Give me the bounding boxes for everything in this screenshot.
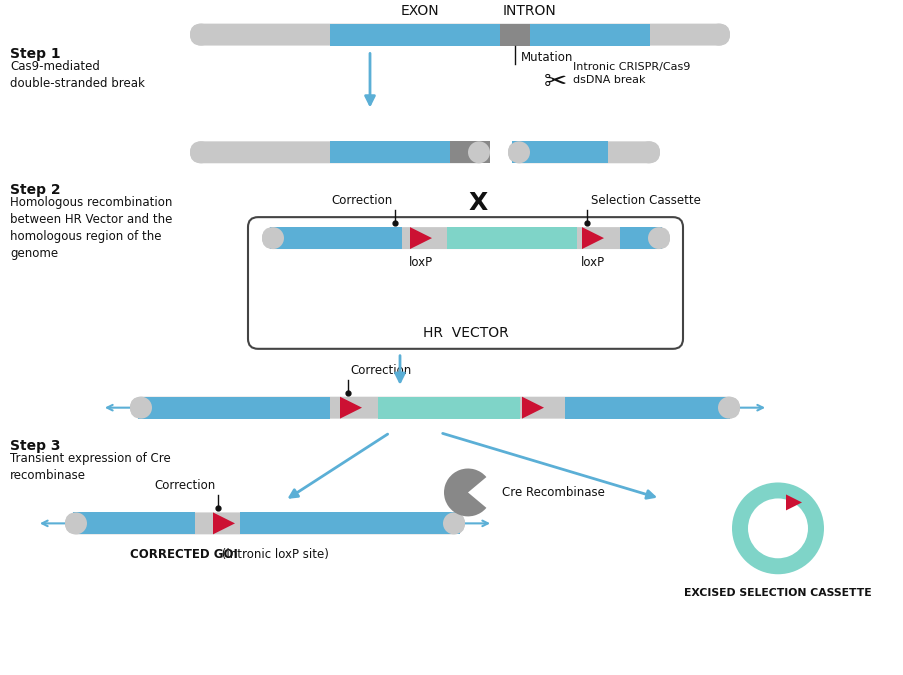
Text: Transient expression of Cre
recombinase: Transient expression of Cre recombinase bbox=[10, 452, 171, 481]
Polygon shape bbox=[582, 227, 603, 249]
Bar bbox=[73, 512, 195, 535]
Text: Step 3: Step 3 bbox=[10, 439, 61, 453]
Bar bbox=[499, 24, 529, 46]
Text: Selection Cassette: Selection Cassette bbox=[591, 194, 700, 207]
Bar bbox=[619, 227, 661, 249]
Text: Step 2: Step 2 bbox=[10, 183, 61, 197]
Ellipse shape bbox=[468, 141, 489, 163]
Text: Cas9-mediated
double-stranded break: Cas9-mediated double-stranded break bbox=[10, 59, 144, 90]
Ellipse shape bbox=[507, 141, 529, 163]
Text: CORRECTED GOI: CORRECTED GOI bbox=[130, 548, 237, 562]
Text: Step 1: Step 1 bbox=[10, 47, 61, 61]
Ellipse shape bbox=[65, 512, 87, 535]
Polygon shape bbox=[340, 397, 361, 418]
Bar bbox=[138, 397, 330, 418]
Polygon shape bbox=[785, 495, 801, 510]
Text: X: X bbox=[468, 191, 487, 215]
Ellipse shape bbox=[190, 141, 212, 163]
Text: Correction: Correction bbox=[154, 479, 216, 493]
Ellipse shape bbox=[130, 397, 152, 418]
FancyBboxPatch shape bbox=[507, 141, 659, 163]
Polygon shape bbox=[213, 512, 235, 535]
Bar bbox=[450, 141, 489, 163]
Wedge shape bbox=[443, 468, 486, 516]
Ellipse shape bbox=[647, 227, 669, 249]
Text: Mutation: Mutation bbox=[520, 51, 573, 63]
FancyBboxPatch shape bbox=[190, 141, 489, 163]
Text: loxP: loxP bbox=[408, 256, 433, 269]
Ellipse shape bbox=[717, 397, 740, 418]
Ellipse shape bbox=[707, 24, 730, 46]
Text: Cre Recombinase: Cre Recombinase bbox=[501, 486, 604, 499]
Bar bbox=[330, 24, 499, 46]
FancyBboxPatch shape bbox=[247, 217, 683, 349]
Text: EXCISED SELECTION CASSETTE: EXCISED SELECTION CASSETTE bbox=[684, 588, 870, 598]
Polygon shape bbox=[410, 227, 432, 249]
Text: EXON: EXON bbox=[400, 3, 439, 18]
FancyArrowPatch shape bbox=[442, 433, 654, 498]
Bar bbox=[446, 227, 576, 249]
FancyBboxPatch shape bbox=[130, 397, 740, 418]
FancyBboxPatch shape bbox=[262, 227, 669, 249]
Text: Homologous recombination
between HR Vector and the
homologous region of the
geno: Homologous recombination between HR Vect… bbox=[10, 196, 172, 260]
Ellipse shape bbox=[262, 227, 284, 249]
Bar bbox=[330, 141, 450, 163]
Text: Correction: Correction bbox=[349, 364, 411, 377]
Bar bbox=[270, 227, 402, 249]
Text: ✂: ✂ bbox=[543, 68, 566, 95]
Bar bbox=[529, 24, 649, 46]
Bar bbox=[239, 512, 460, 535]
FancyBboxPatch shape bbox=[65, 512, 464, 535]
Ellipse shape bbox=[638, 141, 659, 163]
Text: Correction: Correction bbox=[331, 194, 393, 207]
Text: (intronic loxP site): (intronic loxP site) bbox=[218, 548, 329, 562]
Text: INTRON: INTRON bbox=[503, 3, 556, 18]
Bar bbox=[511, 141, 608, 163]
Text: HR  VECTOR: HR VECTOR bbox=[423, 326, 507, 340]
FancyArrowPatch shape bbox=[365, 53, 374, 105]
Bar bbox=[377, 397, 519, 418]
FancyArrowPatch shape bbox=[396, 356, 404, 382]
Bar bbox=[564, 397, 730, 418]
FancyBboxPatch shape bbox=[190, 24, 730, 46]
Ellipse shape bbox=[190, 24, 212, 46]
FancyArrowPatch shape bbox=[290, 434, 387, 497]
Text: loxP: loxP bbox=[581, 256, 604, 269]
Ellipse shape bbox=[442, 512, 464, 535]
Polygon shape bbox=[521, 397, 544, 418]
Text: Intronic CRISPR/Cas9
dsDNA break: Intronic CRISPR/Cas9 dsDNA break bbox=[573, 62, 690, 84]
